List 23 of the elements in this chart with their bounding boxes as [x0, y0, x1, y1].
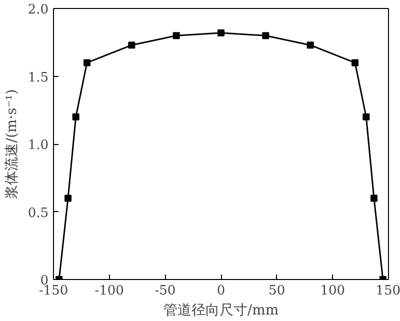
- point: [72, 113, 80, 120]
- x-tick-label: 150: [376, 284, 400, 298]
- x-tick-label: 100: [320, 284, 346, 298]
- point: [218, 29, 224, 36]
- x-tick-label: -50: [154, 284, 176, 298]
- point: [128, 42, 136, 49]
- point: [84, 59, 90, 66]
- y-axis-title: 浆体流速/(m·s⁻¹): [4, 89, 20, 199]
- point: [352, 59, 358, 66]
- x-tick-label: 0: [216, 284, 226, 298]
- y-tick-label: 0.5: [28, 206, 49, 221]
- x-tick-label: 50: [268, 284, 286, 298]
- x-tick-label: -100: [94, 284, 124, 298]
- y-tick-label: 2.0: [28, 2, 49, 18]
- point: [172, 32, 180, 40]
- point: [64, 194, 72, 202]
- y-tick-label: 1.0: [28, 138, 49, 153]
- point: [262, 32, 270, 40]
- x-axis-title: 管道径向尺寸/mm: [163, 302, 279, 318]
- point: [362, 113, 370, 120]
- point: [306, 42, 314, 49]
- point: [370, 194, 378, 202]
- y-tick-label: 1.5: [28, 70, 49, 86]
